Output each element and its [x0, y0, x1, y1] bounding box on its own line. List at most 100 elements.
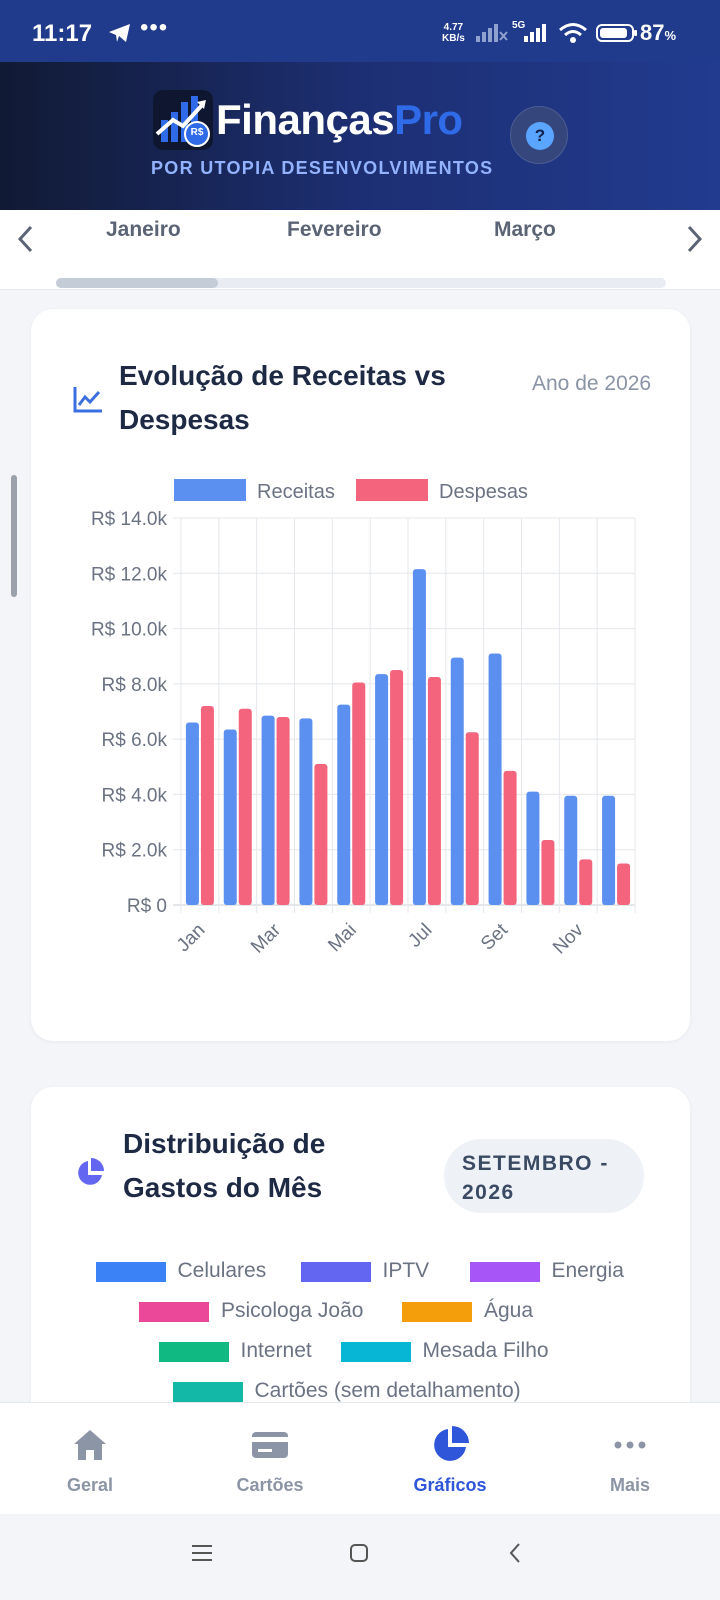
- network-speed: 4.77 KB/s: [442, 22, 465, 44]
- bar-receitas-nov[interactable]: [564, 795, 578, 905]
- x-tick-label: Jan: [173, 920, 210, 957]
- legend-swatch: [340, 1342, 411, 1362]
- status-bar: 11:17 ••• 4.77 KB/s 5G 87%: [0, 0, 720, 62]
- distribution-period-badge: SETEMBRO - 2026: [444, 1139, 644, 1213]
- y-tick-label: R$ 0: [127, 896, 167, 917]
- legend-label-receitas[interactable]: Receitas: [257, 481, 335, 503]
- credit-card-icon: [252, 1432, 288, 1458]
- legend-swatch-receitas[interactable]: [174, 479, 246, 501]
- bar-despesas-abr[interactable]: [314, 764, 328, 905]
- legend-row: Celulares IPTV Energia: [31, 1252, 690, 1292]
- system-navigation: [0, 1514, 720, 1600]
- month-scroll-thumb[interactable]: [56, 278, 218, 288]
- wifi-icon: [559, 23, 587, 43]
- bar-despesas-jul[interactable]: [427, 676, 441, 905]
- bar-receitas-jun[interactable]: [375, 674, 389, 905]
- legend-row: Psicologa João Água: [31, 1292, 690, 1332]
- logo-chart-icon: [155, 96, 210, 147]
- more-notifications-icon: •••: [140, 14, 169, 41]
- month-tab-mar[interactable]: Março: [494, 218, 556, 241]
- nav-cartoes[interactable]: Cartões: [180, 1403, 360, 1515]
- legend-label: IPTV: [382, 1259, 430, 1282]
- bar-despesas-nov[interactable]: [579, 859, 593, 905]
- nav-cartoes-label: Cartões: [236, 1475, 304, 1495]
- menu-icon[interactable]: [192, 1544, 212, 1562]
- legend-label-despesas[interactable]: Despesas: [439, 481, 528, 503]
- bar-despesas-mai[interactable]: [352, 682, 366, 905]
- brand-main: Finanças: [216, 96, 395, 143]
- help-button[interactable]: ?: [510, 106, 568, 164]
- pie-chart-icon: [434, 1426, 469, 1461]
- home-button-icon[interactable]: [349, 1543, 369, 1563]
- status-time: 11:17: [32, 20, 93, 47]
- legend-item[interactable]: Internet: [158, 1332, 319, 1372]
- bar-receitas-mar[interactable]: [261, 715, 275, 905]
- distribution-title: Distribuição de Gastos do Mês: [123, 1128, 326, 1203]
- nav-mais-label: Mais: [609, 1475, 651, 1495]
- battery-icon: [596, 24, 637, 42]
- nav-graficos-label: Gráficos: [413, 1475, 487, 1495]
- chevron-right-icon[interactable]: [684, 224, 704, 254]
- signal-weak-icon: [476, 24, 508, 42]
- bar-despesas-mar[interactable]: [276, 717, 290, 905]
- x-tick-label: Mar: [247, 919, 285, 957]
- legend-item[interactable]: Psicologa João: [139, 1292, 380, 1332]
- legend-swatch: [95, 1262, 166, 1282]
- expense-distribution-card: Distribuição de Gastos do Mês SETEMBRO -…: [31, 1087, 690, 1447]
- bar-despesas-dez[interactable]: [617, 863, 631, 905]
- bar-receitas-set[interactable]: [488, 653, 502, 905]
- legend-item[interactable]: Água: [402, 1292, 582, 1332]
- logo-currency-badge: R$: [190, 127, 204, 138]
- nav-graficos[interactable]: Gráficos: [360, 1403, 540, 1515]
- y-tick-label: R$ 8.0k: [102, 675, 168, 696]
- month-tab-feb[interactable]: Fevereiro: [287, 218, 382, 241]
- legend-row: Internet Mesada Filho: [31, 1332, 690, 1372]
- bar-despesas-jun[interactable]: [390, 670, 404, 905]
- bar-receitas-out[interactable]: [526, 791, 540, 905]
- page-scrollbar[interactable]: [11, 475, 17, 597]
- income-expense-chart: Receitas Despesas R$ 0 R$ 2.0k R$ 4.0k R$ 6.…: [91, 479, 636, 958]
- nav-geral[interactable]: Geral: [0, 1403, 180, 1515]
- back-icon[interactable]: [508, 1542, 522, 1564]
- bar-receitas-jan[interactable]: [185, 722, 199, 905]
- bar-receitas-ago[interactable]: [450, 657, 464, 905]
- bar-receitas-jul[interactable]: [412, 569, 426, 905]
- chart-period: Ano de 2026: [532, 372, 652, 395]
- home-icon: [74, 1430, 106, 1460]
- bar-receitas-fev[interactable]: [223, 729, 237, 905]
- x-tick-label: Jul: [404, 920, 436, 952]
- bar-despesas-set[interactable]: [503, 770, 517, 905]
- legend-item[interactable]: Cartões (sem detalhamento): [172, 1372, 549, 1412]
- legend-item[interactable]: IPTV: [300, 1252, 448, 1292]
- legend-item[interactable]: Energia: [469, 1252, 626, 1292]
- bar-despesas-fev[interactable]: [238, 708, 252, 905]
- bar-receitas-mai[interactable]: [337, 704, 351, 905]
- legend-swatch: [469, 1262, 540, 1282]
- legend-label: Psicologa João: [221, 1299, 364, 1322]
- legend-label: Internet: [240, 1339, 312, 1362]
- nav-mais[interactable]: Mais: [540, 1403, 720, 1515]
- chevron-left-icon[interactable]: [16, 224, 36, 254]
- brand-accent: Pro: [394, 96, 463, 143]
- bar-receitas-abr[interactable]: [299, 718, 313, 905]
- bar-despesas-jan[interactable]: [200, 705, 214, 905]
- legend-swatch: [139, 1302, 209, 1322]
- legend-swatch-despesas[interactable]: [356, 479, 428, 501]
- legend-item[interactable]: Celulares: [95, 1252, 279, 1292]
- income-expense-card: Evolução de Receitas vs Despesas Ano de …: [31, 309, 690, 1041]
- month-tab-jan[interactable]: Janeiro: [106, 218, 181, 241]
- y-tick-label: R$ 2.0k: [102, 841, 168, 862]
- nav-geral-label: Geral: [66, 1475, 114, 1495]
- legend-item[interactable]: Mesada Filho: [340, 1332, 563, 1372]
- x-tick-label: Nov: [549, 919, 588, 958]
- bar-receitas-dez[interactable]: [602, 795, 616, 905]
- legend-label: Mesada Filho: [422, 1339, 549, 1362]
- month-scroll-track[interactable]: [56, 278, 666, 288]
- bottom-navigation: Geral Cartões Gráficos Mais: [0, 1402, 720, 1514]
- bar-despesas-out[interactable]: [541, 840, 555, 905]
- legend-swatch: [300, 1262, 371, 1282]
- network-speed-value: 4.77: [443, 22, 464, 33]
- legend-label: Celulares: [177, 1259, 267, 1282]
- bar-despesas-ago[interactable]: [465, 732, 479, 905]
- legend-swatch: [158, 1342, 229, 1362]
